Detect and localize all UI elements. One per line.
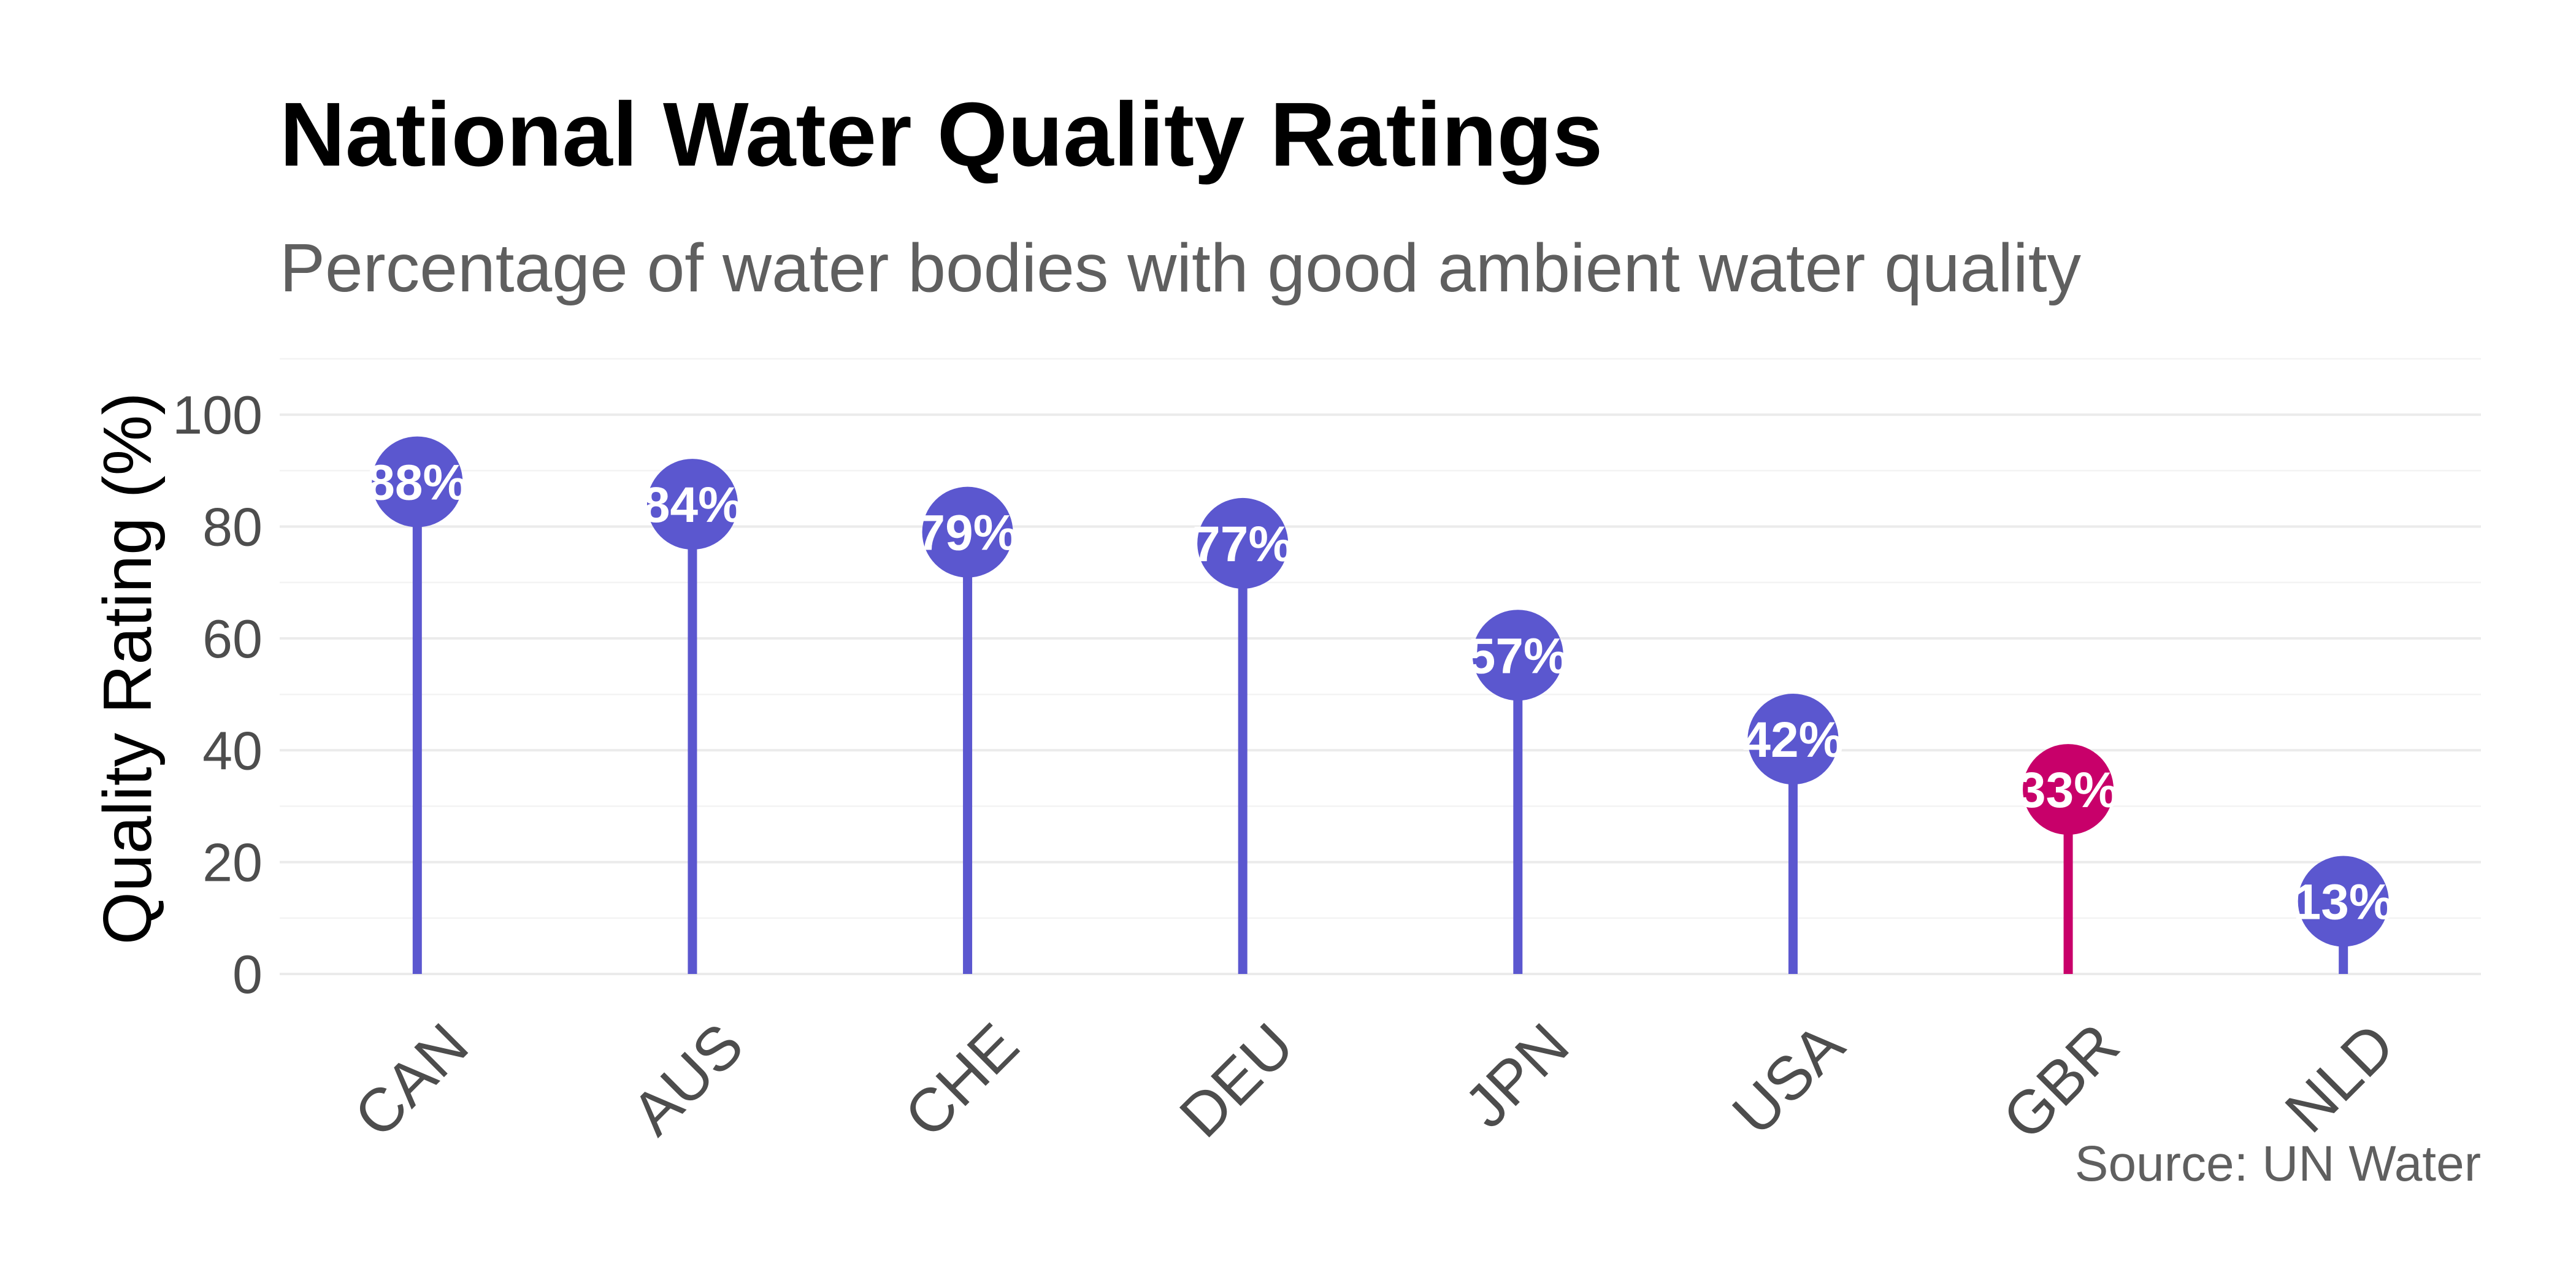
y-tick-label: 40: [202, 720, 263, 781]
x-tick-label: CAN: [341, 1010, 481, 1150]
lollipop-point: [1472, 610, 1563, 701]
x-tick-label: NLD: [2272, 1010, 2407, 1146]
x-tick-label: USA: [1719, 1010, 1857, 1148]
chart-caption: Source: UN Water: [2075, 1136, 2481, 1192]
x-tick-label: JPN: [1451, 1010, 1582, 1141]
y-tick-label: 80: [202, 497, 263, 558]
data-label: 88%: [367, 455, 467, 511]
chart-title: National Water Quality Ratings: [280, 84, 1603, 185]
lollipop-point: [2023, 744, 2114, 835]
x-tick-label: AUS: [619, 1010, 757, 1148]
lollipop-point: [2298, 856, 2389, 947]
x-tick-label: GBR: [1990, 1010, 2132, 1152]
data-label: 77%: [1192, 516, 1293, 572]
data-label: 13%: [2293, 874, 2394, 930]
lollipop-point: [372, 436, 463, 527]
lollipop-point: [922, 486, 1013, 578]
lollipop-point: [646, 459, 738, 550]
y-tick-label: 20: [202, 832, 263, 893]
data-label: 33%: [2018, 762, 2118, 818]
lollipop-point: [1197, 497, 1289, 589]
lollipop-point: [1747, 694, 1839, 785]
lollipop-marks: 88% 84% 79% 77% 57% 42% 33% 13%: [367, 436, 2394, 974]
y-axis-label: Quality Rating (%): [90, 393, 166, 945]
x-tick-label: DEU: [1167, 1010, 1306, 1150]
y-tick-label: 100: [172, 385, 263, 445]
data-label: 42%: [1742, 712, 1843, 768]
y-tick-label: 60: [202, 608, 263, 669]
grid-lines: [280, 358, 2481, 975]
x-axis-ticks: CAN AUS CHE DEU JPN USA GBR NLD: [341, 1010, 2407, 1153]
x-tick-label: CHE: [892, 1010, 1032, 1150]
y-axis-ticks: 0 20 40 60 80 100: [172, 385, 263, 1005]
data-label: 79%: [918, 505, 1018, 561]
data-label: 84%: [642, 477, 743, 533]
y-tick-label: 0: [232, 944, 263, 1005]
chart-subtitle: Percentage of water bodies with good amb…: [280, 230, 2082, 306]
data-label: 57%: [1468, 628, 1568, 684]
